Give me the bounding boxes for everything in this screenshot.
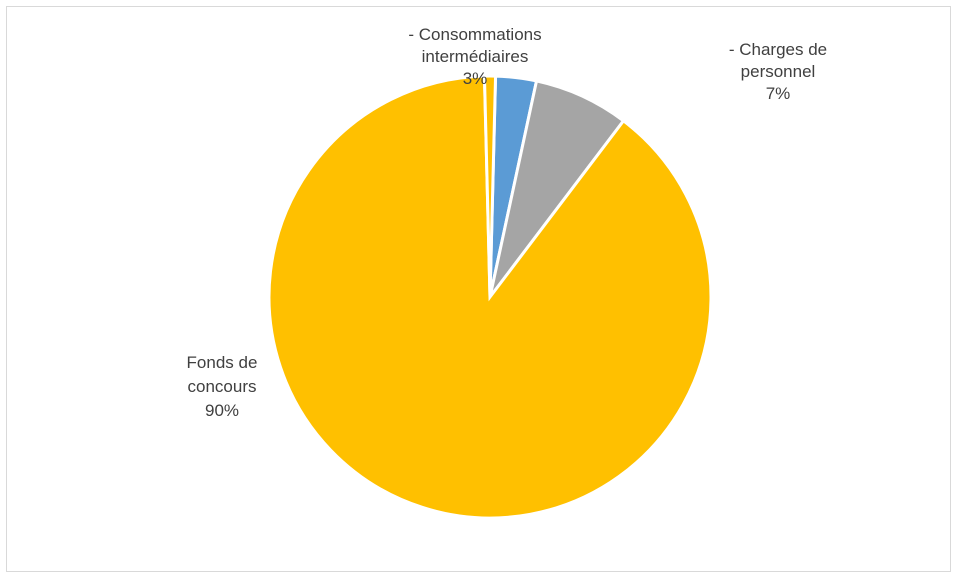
slice-label-3: Fonds de concours 90% [187, 353, 258, 420]
pie-slice-remainder [482, 74, 498, 298]
slice-label-line: personnel [741, 62, 816, 81]
slice-label-line: - Consommations [408, 25, 541, 44]
slice-label-2: - Charges de personnel 7% [729, 40, 827, 103]
slice-label-line: concours [188, 377, 257, 396]
slice-label-line: 7% [766, 84, 791, 103]
slice-label-line: 3% [463, 69, 488, 88]
slice-label-1: - Consommations intermédiaires 3% [408, 25, 541, 88]
slice-labels: - Consommations intermédiaires 3% - Charges… [187, 25, 828, 420]
slice-label-line: 90% [205, 401, 239, 420]
pie-slices [267, 74, 713, 520]
pie-chart: - Consommations intermédiaires 3% - Charges… [187, 25, 828, 520]
slice-label-line: Fonds de [187, 353, 258, 372]
chart-area: - Consommations intermédiaires 3% - Charges… [6, 6, 951, 572]
slice-label-line: - Charges de [729, 40, 827, 59]
slice-label-line: intermédiaires [422, 47, 529, 66]
